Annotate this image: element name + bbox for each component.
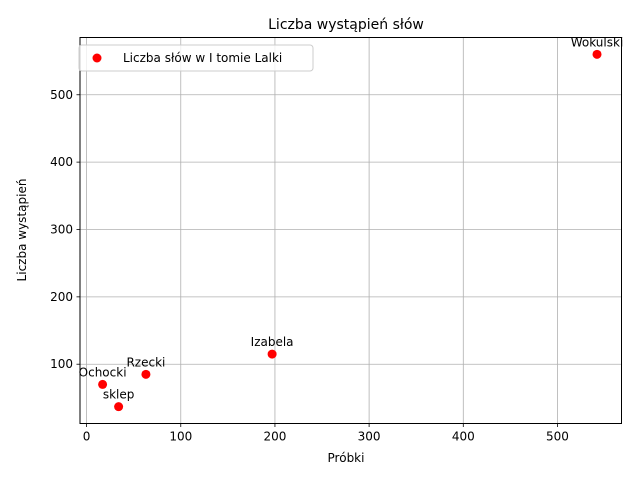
data-label: Ochocki [79, 365, 127, 379]
x-tick-label: 400 [452, 430, 475, 444]
data-point [114, 402, 124, 412]
legend: Liczba słów w I tomie Lalki [78, 44, 314, 72]
legend-label: Liczba słów w I tomie Lalki [123, 51, 282, 65]
x-axis: 0 100 200 300 400 500 [83, 423, 569, 444]
y-axis: 100 200 300 400 500 [50, 88, 80, 371]
x-tick-label: 300 [358, 430, 381, 444]
data-point [141, 369, 151, 379]
data-point [267, 349, 277, 359]
legend-marker [92, 53, 102, 63]
data-point [592, 49, 602, 59]
x-tick-label: 100 [169, 430, 192, 444]
y-tick-label: 200 [50, 290, 73, 304]
legend-box [78, 44, 314, 72]
data-label: sklep [103, 388, 135, 402]
x-tick-label: 0 [83, 430, 91, 444]
x-tick-label: 200 [263, 430, 286, 444]
data-point [98, 379, 108, 389]
y-tick-label: 500 [50, 88, 73, 102]
y-tick-label: 300 [50, 222, 73, 236]
x-tick-label: 500 [546, 430, 569, 444]
y-axis-label: Liczba wystąpień [15, 179, 29, 282]
x-axis-label: Próbki [328, 451, 365, 465]
data-label: Wokulski [571, 35, 624, 49]
y-tick-label: 400 [50, 155, 73, 169]
chart-title: Liczba wystąpień słów [268, 17, 424, 33]
plot-area-frame [79, 37, 622, 424]
data-label: Rzecki [126, 355, 165, 369]
data-label: Izabela [251, 335, 294, 349]
y-tick-label: 100 [50, 357, 73, 371]
grid-lines [80, 37, 622, 424]
